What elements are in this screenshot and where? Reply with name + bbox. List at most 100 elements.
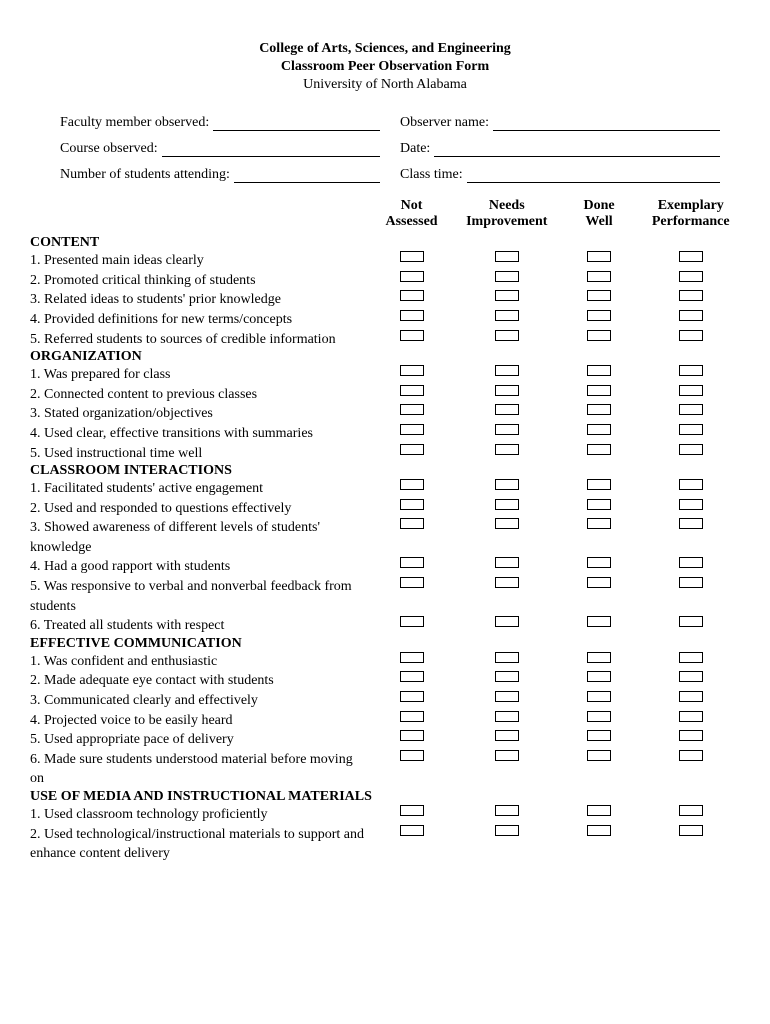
rating-checkbox[interactable]	[400, 518, 424, 529]
rating-checkbox[interactable]	[679, 424, 703, 435]
rating-checkbox[interactable]	[495, 616, 519, 627]
rating-checkbox[interactable]	[495, 652, 519, 663]
rating-checkbox[interactable]	[679, 310, 703, 321]
rating-checkbox[interactable]	[587, 805, 611, 816]
rating-checkbox[interactable]	[400, 444, 424, 455]
rating-checkbox[interactable]	[587, 671, 611, 682]
rating-checkbox[interactable]	[679, 479, 703, 490]
classtime-input[interactable]	[467, 168, 720, 183]
rating-checkbox[interactable]	[400, 271, 424, 282]
rating-checkbox[interactable]	[587, 251, 611, 262]
rating-checkbox[interactable]	[400, 557, 424, 568]
rating-checkbox[interactable]	[400, 251, 424, 262]
rating-checkbox[interactable]	[400, 479, 424, 490]
rating-checkbox[interactable]	[679, 825, 703, 836]
rating-checkbox[interactable]	[679, 330, 703, 341]
rating-checkbox[interactable]	[679, 365, 703, 376]
rating-checkbox[interactable]	[400, 404, 424, 415]
rating-checkbox[interactable]	[587, 330, 611, 341]
rating-checkbox[interactable]	[495, 271, 519, 282]
rating-checkbox[interactable]	[587, 691, 611, 702]
faculty-input[interactable]	[213, 116, 380, 131]
rating-checkbox[interactable]	[679, 730, 703, 741]
rating-checkbox[interactable]	[400, 310, 424, 321]
observer-input[interactable]	[493, 116, 720, 131]
rating-checkbox[interactable]	[495, 730, 519, 741]
rating-checkbox[interactable]	[679, 557, 703, 568]
rating-checkbox[interactable]	[587, 404, 611, 415]
rating-checkbox[interactable]	[587, 385, 611, 396]
rating-checkbox[interactable]	[679, 499, 703, 510]
rating-checkbox[interactable]	[495, 290, 519, 301]
rating-checkbox[interactable]	[495, 711, 519, 722]
rating-checkbox[interactable]	[587, 825, 611, 836]
rating-checkbox[interactable]	[400, 730, 424, 741]
rating-checkbox[interactable]	[679, 616, 703, 627]
rating-checkbox[interactable]	[587, 711, 611, 722]
rating-checkbox[interactable]	[400, 385, 424, 396]
rating-checkbox[interactable]	[679, 652, 703, 663]
rating-checkbox[interactable]	[679, 271, 703, 282]
rating-checkbox[interactable]	[587, 652, 611, 663]
rating-checkbox[interactable]	[587, 271, 611, 282]
rating-checkbox[interactable]	[587, 365, 611, 376]
date-input[interactable]	[434, 142, 720, 157]
rating-checkbox[interactable]	[679, 577, 703, 588]
rating-checkbox[interactable]	[679, 290, 703, 301]
rating-checkbox[interactable]	[400, 711, 424, 722]
rating-checkbox[interactable]	[587, 730, 611, 741]
rating-checkbox[interactable]	[400, 616, 424, 627]
rating-checkbox[interactable]	[587, 479, 611, 490]
rating-checkbox[interactable]	[587, 444, 611, 455]
rating-checkbox[interactable]	[400, 577, 424, 588]
rating-checkbox[interactable]	[587, 499, 611, 510]
rating-checkbox[interactable]	[587, 557, 611, 568]
rating-checkbox[interactable]	[679, 711, 703, 722]
rating-checkbox[interactable]	[495, 499, 519, 510]
rating-checkbox[interactable]	[587, 518, 611, 529]
rating-checkbox[interactable]	[679, 385, 703, 396]
rating-checkbox[interactable]	[400, 652, 424, 663]
rating-checkbox[interactable]	[587, 424, 611, 435]
rating-checkbox[interactable]	[679, 671, 703, 682]
rating-checkbox[interactable]	[587, 290, 611, 301]
rating-checkbox[interactable]	[495, 671, 519, 682]
rating-checkbox[interactable]	[400, 750, 424, 761]
rating-checkbox[interactable]	[495, 404, 519, 415]
rating-checkbox[interactable]	[587, 577, 611, 588]
rating-checkbox[interactable]	[495, 251, 519, 262]
rating-checkbox[interactable]	[495, 330, 519, 341]
rating-checkbox[interactable]	[400, 691, 424, 702]
rating-checkbox[interactable]	[495, 479, 519, 490]
rating-checkbox[interactable]	[495, 805, 519, 816]
rating-checkbox[interactable]	[495, 691, 519, 702]
rating-checkbox[interactable]	[495, 424, 519, 435]
rating-checkbox[interactable]	[495, 518, 519, 529]
rating-checkbox[interactable]	[679, 444, 703, 455]
rating-checkbox[interactable]	[587, 750, 611, 761]
rating-checkbox[interactable]	[587, 616, 611, 627]
rating-checkbox[interactable]	[400, 805, 424, 816]
rating-checkbox[interactable]	[400, 499, 424, 510]
rating-checkbox[interactable]	[400, 330, 424, 341]
rating-checkbox[interactable]	[400, 290, 424, 301]
rating-checkbox[interactable]	[495, 444, 519, 455]
rating-checkbox[interactable]	[679, 691, 703, 702]
rating-checkbox[interactable]	[679, 805, 703, 816]
rating-checkbox[interactable]	[400, 365, 424, 376]
rating-checkbox[interactable]	[679, 518, 703, 529]
rating-checkbox[interactable]	[495, 577, 519, 588]
rating-checkbox[interactable]	[679, 251, 703, 262]
rating-checkbox[interactable]	[495, 557, 519, 568]
rating-checkbox[interactable]	[587, 310, 611, 321]
rating-checkbox[interactable]	[495, 365, 519, 376]
rating-checkbox[interactable]	[400, 424, 424, 435]
students-input[interactable]	[234, 168, 380, 183]
rating-checkbox[interactable]	[679, 750, 703, 761]
rating-checkbox[interactable]	[400, 825, 424, 836]
rating-checkbox[interactable]	[495, 385, 519, 396]
rating-checkbox[interactable]	[679, 404, 703, 415]
rating-checkbox[interactable]	[495, 750, 519, 761]
rating-checkbox[interactable]	[495, 310, 519, 321]
course-input[interactable]	[162, 142, 380, 157]
